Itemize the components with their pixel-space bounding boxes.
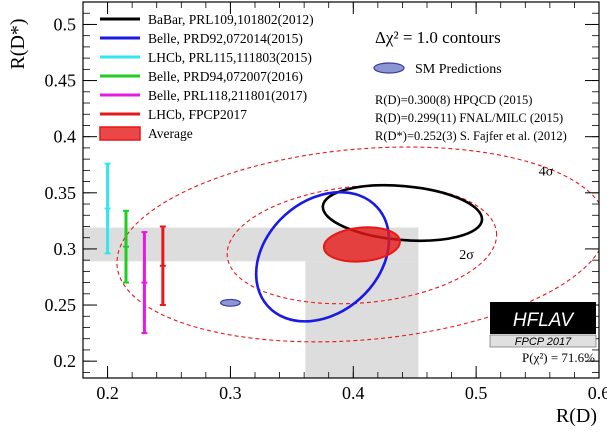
contours-title: Δχ² = 1.0 contours <box>375 28 501 47</box>
sm-legend-swatch <box>373 62 405 74</box>
babar-legend-label: BaBar, PRL109,101802(2012) <box>148 12 314 27</box>
x-axis: 0.2 0.3 0.4 0.5 0.6 <box>82 2 607 403</box>
y-tick-label: 0.5 <box>54 14 77 34</box>
plot-frame <box>82 1 600 379</box>
belle_2016-legend-label: Belle, PRD94,072007(2016) <box>148 69 303 84</box>
sigma-contour-1 <box>116 146 599 343</box>
sm-ref-2: R(D)=0.299(11) FNAL/MILC (2015) <box>375 111 563 125</box>
belle_2017-error-bar <box>141 231 148 335</box>
x-tick-label: 0.5 <box>465 383 488 403</box>
belle_2015-ellipse <box>254 190 391 323</box>
sigma-label-2: 2σ <box>459 248 474 263</box>
hflav-sub: FPCP 2017 <box>515 336 572 348</box>
sigma-contour-0 <box>226 184 498 305</box>
sm-ref-1: R(D)=0.300(8) HPQCD (2015) <box>375 93 532 107</box>
legend: BaBar, PRL109,101802(2012) Belle, PRD92,0… <box>99 12 314 141</box>
y-tick-label: 0.2 <box>54 351 77 371</box>
belle_2015-legend-label: Belle, PRD92,072014(2015) <box>148 31 303 46</box>
lhcb_2015-error-bar <box>104 162 111 255</box>
sm-label: SM Predictions <box>415 62 502 77</box>
average-legend-label: Average <box>148 126 193 141</box>
y-tick-label: 0.45 <box>45 71 77 91</box>
y-tick-label: 0.4 <box>54 127 77 147</box>
sm-ellipse <box>220 298 241 307</box>
y-axis-label: R(D*) <box>7 18 29 69</box>
p-value: P(χ²) = 71.6% <box>522 350 595 365</box>
x-axis-label: R(D) <box>556 405 597 427</box>
measurement-ellipses <box>220 183 484 323</box>
belle_2017-legend-label: Belle, PRL118,211801(2017) <box>148 88 307 103</box>
x-tick-label: 0.4 <box>342 383 365 403</box>
rdstar-error-bars <box>104 162 166 335</box>
lhcb_2017-error-bar <box>159 225 166 307</box>
sm-ref-3: R(D*)=0.252(3) S. Fajfer et al. (2012) <box>375 129 567 143</box>
belle_2016-error-bar <box>123 209 129 284</box>
y-tick-label: 0.35 <box>45 183 77 203</box>
hflav-logo-text: HFLAV <box>513 310 576 331</box>
average-legend-swatch <box>99 126 141 141</box>
y-tick-label: 0.25 <box>45 295 77 315</box>
sigma-label-4: 4σ <box>539 165 554 180</box>
hflav-logo: HFLAV FPCP 2017 <box>489 302 597 348</box>
y-tick-label: 0.3 <box>54 239 77 259</box>
x-tick-label: 0.2 <box>96 383 119 403</box>
average-ellipse <box>322 226 401 263</box>
sigma-contours: 2σ 4σ <box>116 146 599 343</box>
y-axis: 0.2 0.25 0.3 0.35 0.4 0.45 0.5 <box>45 1 599 373</box>
x-tick-label: 0.3 <box>219 383 242 403</box>
x-tick-label: 0.6 <box>588 383 607 403</box>
lhcb_2015-legend-label: LHCb, PRL115,111803(2015) <box>148 50 312 65</box>
lhcb_2017-legend-label: LHCb, FPCP2017 <box>148 107 247 122</box>
